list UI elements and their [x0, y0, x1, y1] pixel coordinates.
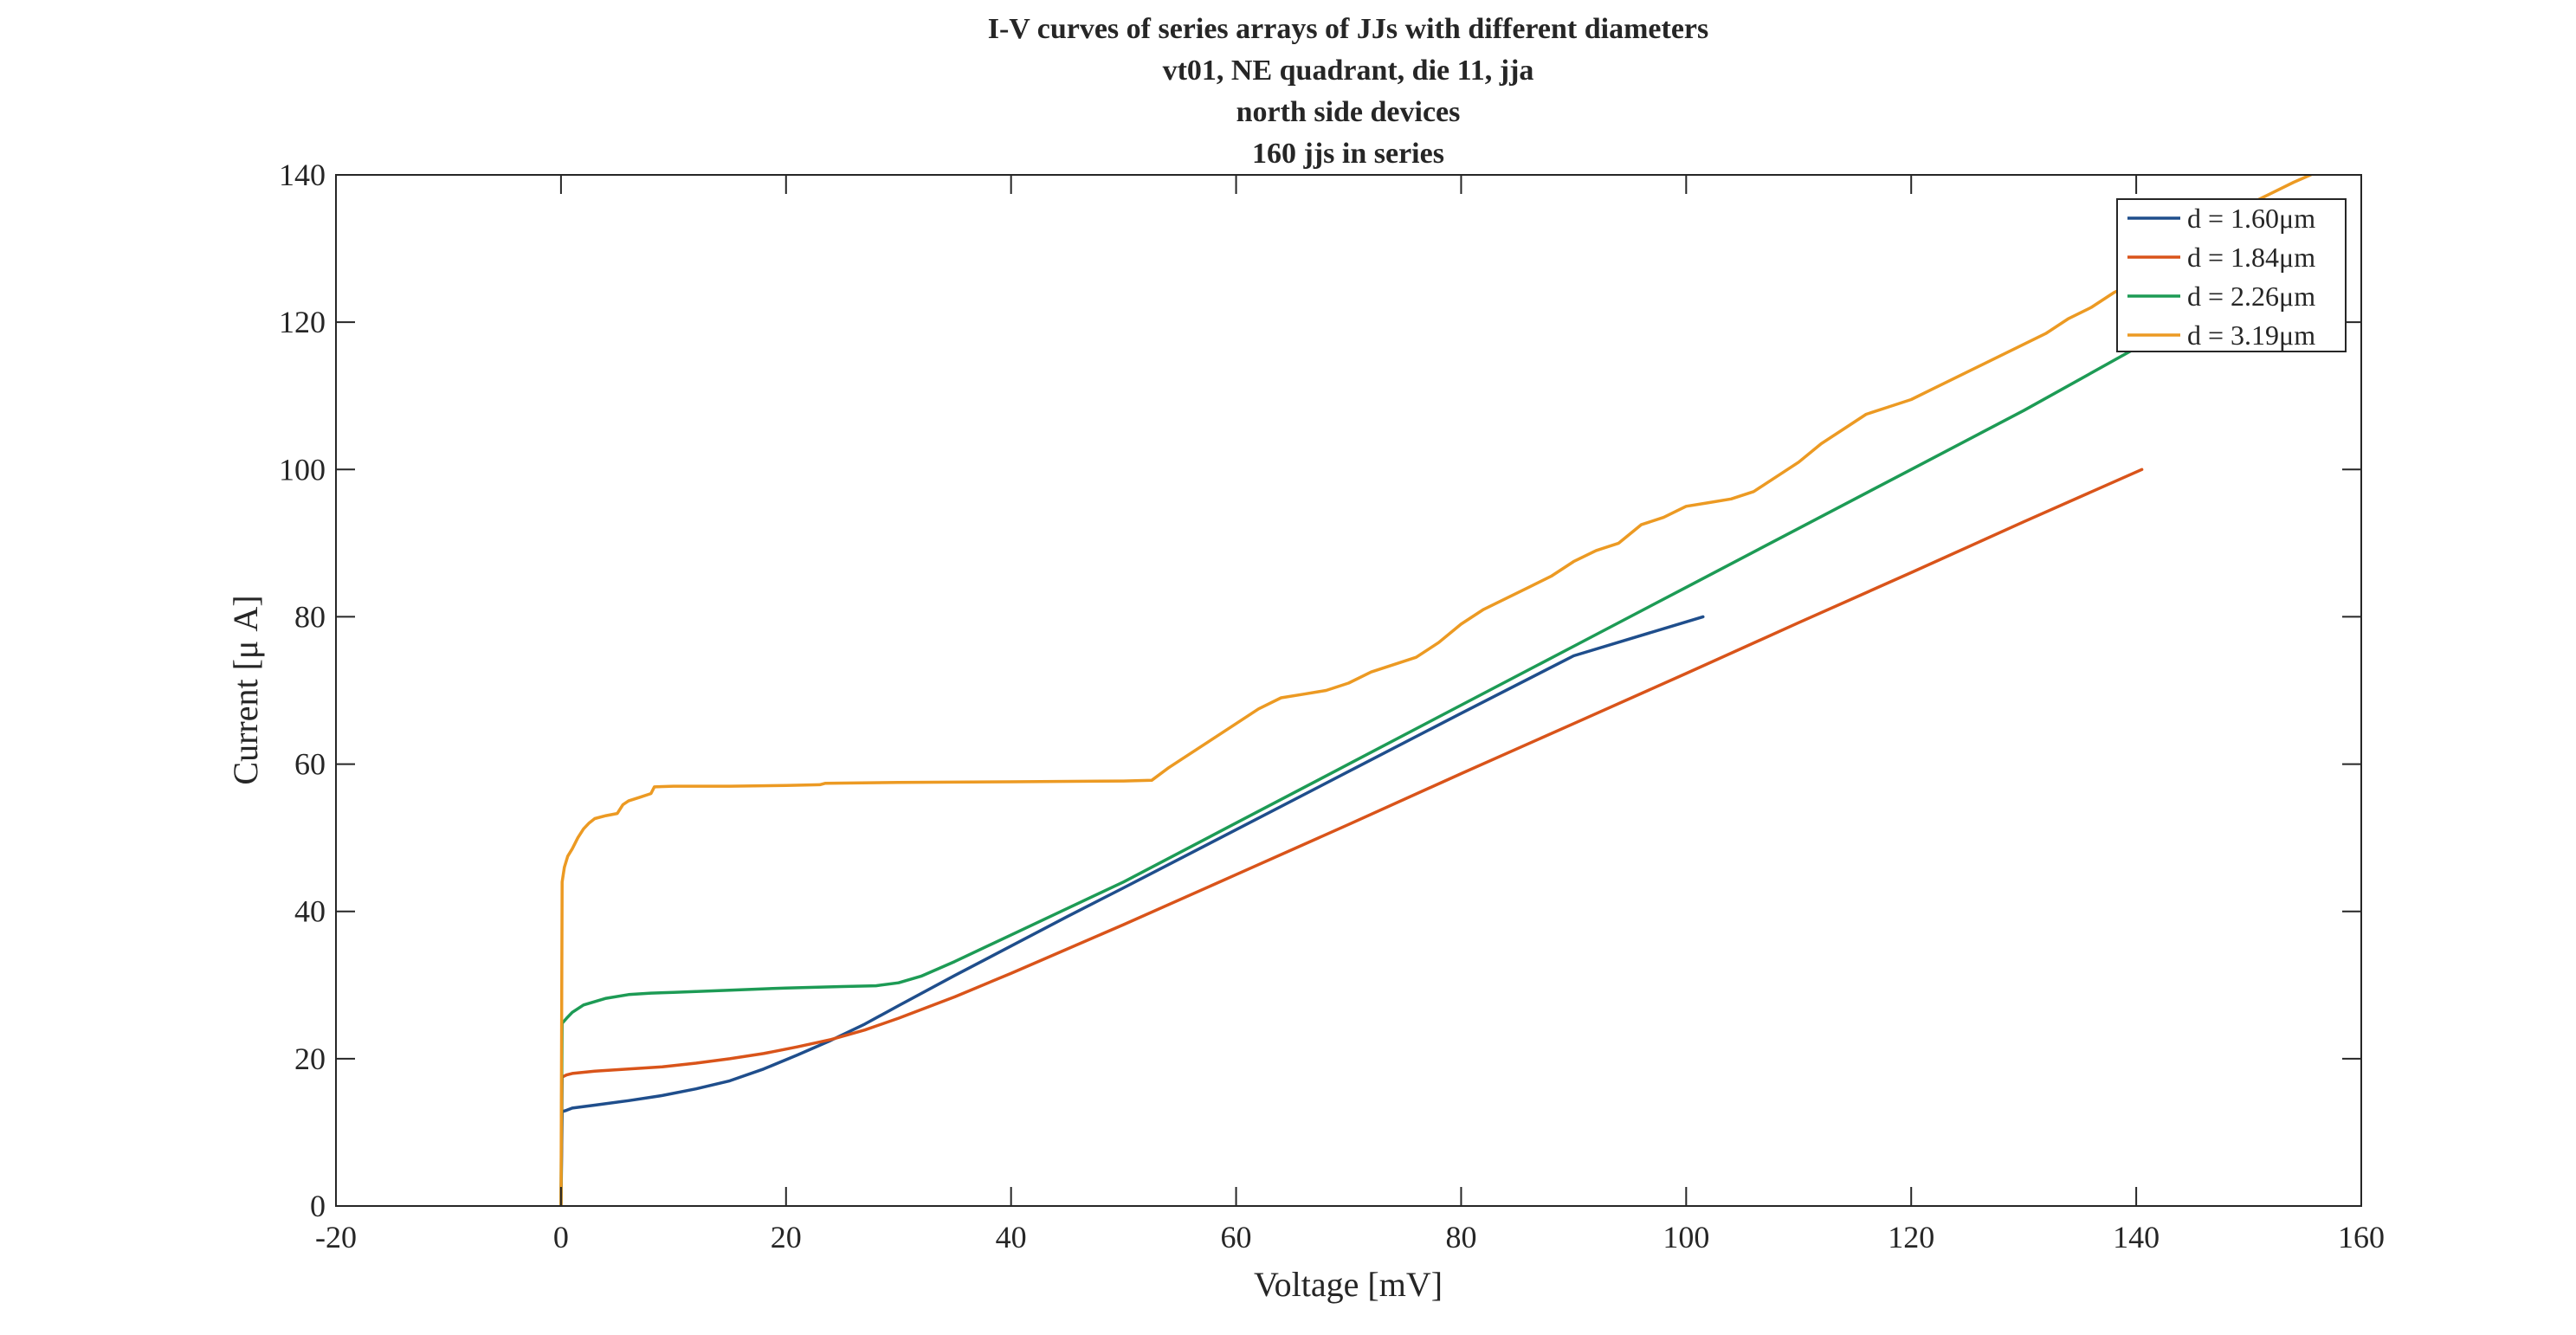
x-tick-label: 80: [1445, 1220, 1476, 1254]
y-tick-label: 140: [279, 158, 326, 192]
series-line-4: [559, 175, 2313, 1206]
y-tick-label: 120: [279, 305, 326, 339]
title-line-1: I-V curves of series arrays of JJs with …: [988, 13, 1709, 45]
x-tick-label: 160: [2338, 1220, 2385, 1254]
title-line-2: vt01, NE quadrant, die 11, jja: [1163, 55, 1534, 87]
x-axis-ticks: -20 0 20 40 60 80 100 120 140 160: [315, 175, 2385, 1254]
axes-box: [335, 174, 2362, 1207]
legend-label-3: d = 2.26μm: [2187, 281, 2315, 312]
y-tick-label: 40: [294, 894, 326, 929]
y-tick-label: 60: [294, 747, 326, 782]
legend-label-4: d = 3.19μm: [2187, 319, 2315, 351]
y-axis-label: Current [μ A]: [226, 595, 265, 784]
x-tick-label: 120: [1888, 1220, 1934, 1254]
series-line-2: [559, 468, 2144, 1206]
plot-area: [336, 175, 2361, 1206]
legend-box: [2116, 198, 2347, 352]
chart-title: I-V curves of series arrays of JJs with …: [988, 13, 1709, 170]
x-tick-label: 60: [1221, 1220, 1252, 1254]
legend: d = 1.60μm d = 1.84μm d = 2.26μm d = 3.19μm: [2116, 198, 2347, 352]
y-axis-ticks: 0 20 40 60 80 100 120 140: [279, 158, 2361, 1223]
y-tick-label: 80: [294, 599, 326, 634]
series-layer: [559, 175, 2313, 1206]
y-tick-label: 20: [294, 1042, 326, 1076]
x-tick-label: -20: [315, 1220, 357, 1254]
x-tick-label: 20: [771, 1220, 802, 1254]
title-line-3: north side devices: [1236, 96, 1461, 128]
x-tick-label: 40: [996, 1220, 1027, 1254]
x-tick-label: 100: [1662, 1220, 1709, 1254]
legend-label-1: d = 1.60μm: [2187, 203, 2315, 234]
legend-label-2: d = 1.84μm: [2187, 242, 2315, 273]
series-line-3: [559, 346, 2138, 1206]
x-tick-label: 140: [2113, 1220, 2160, 1254]
title-line-4: 160 jjs in series: [1252, 138, 1444, 170]
x-tick-label: 0: [553, 1220, 569, 1254]
x-axis-label: Voltage [mV]: [1254, 1265, 1443, 1304]
y-tick-label: 100: [279, 452, 326, 487]
y-tick-label: 0: [310, 1189, 326, 1223]
